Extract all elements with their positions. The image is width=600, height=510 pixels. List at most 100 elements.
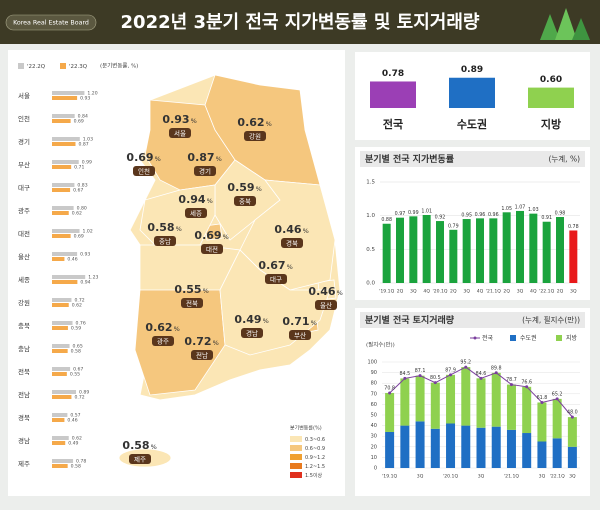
stack-segment [537, 402, 547, 442]
region-bar [52, 298, 72, 302]
map-value: 0.93 [162, 113, 189, 126]
stack-segment [400, 425, 410, 468]
stack-segment [461, 367, 471, 426]
stack-segment [415, 421, 425, 468]
stack-segment [522, 386, 532, 434]
summary-value: 0.89 [461, 65, 483, 75]
y-tick-label: 70 [371, 391, 377, 397]
map-value: 0.55 [174, 283, 201, 296]
line-point [388, 391, 392, 395]
legend-swatch [556, 335, 562, 341]
bar [409, 216, 418, 283]
region-bar [52, 413, 68, 417]
panel-unit: (누계, 필지수(만)) [522, 315, 580, 325]
bar [569, 230, 578, 283]
bar-label: 0.99 [408, 210, 419, 216]
region-badge-label: 경기 [199, 166, 211, 175]
region-badge [129, 454, 151, 464]
region-badge-label: 부산 [294, 330, 306, 339]
bar-label: 1.05 [501, 206, 512, 212]
map-unit: % [155, 155, 161, 163]
region-bar-label: 0.99 [82, 160, 92, 166]
line-label: 84.6 [476, 371, 487, 377]
x-tick-label: 2Q [397, 289, 404, 295]
region-name: 부산 [18, 160, 30, 169]
bin-label: 0.3~0.6 [305, 437, 325, 443]
line-point [464, 365, 468, 369]
y-tick-label: 90 [371, 370, 377, 376]
region-bar-label: 0.69 [74, 234, 84, 240]
map-value: 0.69 [194, 229, 221, 242]
y-tick-label: 80 [371, 381, 377, 387]
region-name: 제주 [18, 460, 30, 468]
region-name: 전남 [18, 390, 30, 399]
map-unit: % [216, 155, 222, 163]
x-tick-label: 3Q [570, 289, 577, 295]
x-tick-label: 3Q [463, 289, 470, 295]
legend-dot [473, 336, 477, 340]
region-name: 세종 [18, 275, 30, 284]
legend-label: '22.2Q [27, 64, 46, 70]
y-axis-label: (필지수(만)) [366, 341, 395, 349]
stack-segment [461, 425, 471, 468]
region-badge-label: 경남 [246, 328, 258, 337]
legend-label: 전국 [482, 334, 494, 342]
region-badge [281, 238, 303, 248]
region-bar-label: 1.03 [83, 137, 93, 143]
bar-label: 1.07 [515, 204, 526, 210]
map-value: 0.94 [178, 193, 205, 206]
line-point [525, 385, 529, 389]
stack-segment [400, 378, 410, 426]
stack-segment [476, 427, 486, 468]
region-bar-label: 0.94 [80, 280, 90, 286]
line-point [540, 400, 544, 404]
region-bar-label: 1.02 [83, 229, 93, 235]
region-badge [315, 300, 337, 310]
bar [382, 223, 391, 283]
region-name: 전북 [18, 367, 30, 376]
line-label: 48.0 [567, 410, 578, 416]
y-tick-label: 50 [371, 413, 377, 419]
region-badge [154, 236, 176, 246]
region-bar [52, 303, 69, 307]
region-bar-label: 0.93 [80, 96, 90, 102]
bin-swatch [290, 454, 302, 460]
region-badge-label: 서울 [174, 128, 186, 137]
stack-segment [491, 426, 501, 468]
region-name: 충북 [18, 321, 30, 330]
x-tick-label: 3Q [569, 474, 576, 480]
line-point [449, 373, 453, 377]
map-unit: % [311, 319, 317, 327]
y-tick-label: 100 [367, 360, 377, 366]
y-tick-label: 10 [371, 455, 377, 461]
map-value: 0.58 [147, 221, 174, 234]
x-tick-label: '20.1Q [432, 289, 447, 295]
line-point [555, 397, 559, 401]
region-bar [52, 367, 71, 371]
legend-swatch [18, 63, 24, 69]
line-point [418, 374, 422, 378]
region-badge [191, 350, 213, 360]
map-value: 0.46 [308, 285, 335, 298]
map-unit: % [213, 339, 219, 347]
panel-title: 분기별 전국 토지거래량 [365, 314, 455, 326]
bin-label: 1.2~1.5 [305, 464, 325, 470]
summary-value: 0.78 [382, 69, 404, 79]
stack-segment [552, 398, 562, 439]
region-bar-label: 0.80 [77, 206, 87, 212]
bin-label: 0.9~1.2 [305, 455, 325, 461]
bar-label: 0.79 [448, 223, 459, 229]
tree [540, 14, 560, 40]
region-badge-label: 대전 [206, 244, 218, 253]
map-unit: % [191, 117, 197, 125]
line-label: 89.8 [491, 365, 502, 371]
bar-label: 0.95 [461, 213, 472, 219]
y-tick-label: 0.0 [366, 281, 375, 287]
stack-segment [446, 374, 456, 424]
y-tick-label: 1.0 [366, 213, 375, 219]
region-bar-label: 0.65 [73, 344, 83, 350]
bin-swatch [290, 472, 302, 478]
region-bar [52, 349, 68, 353]
x-tick-label: 3Q [410, 289, 417, 295]
region-bar-label: 0.49 [68, 441, 78, 447]
